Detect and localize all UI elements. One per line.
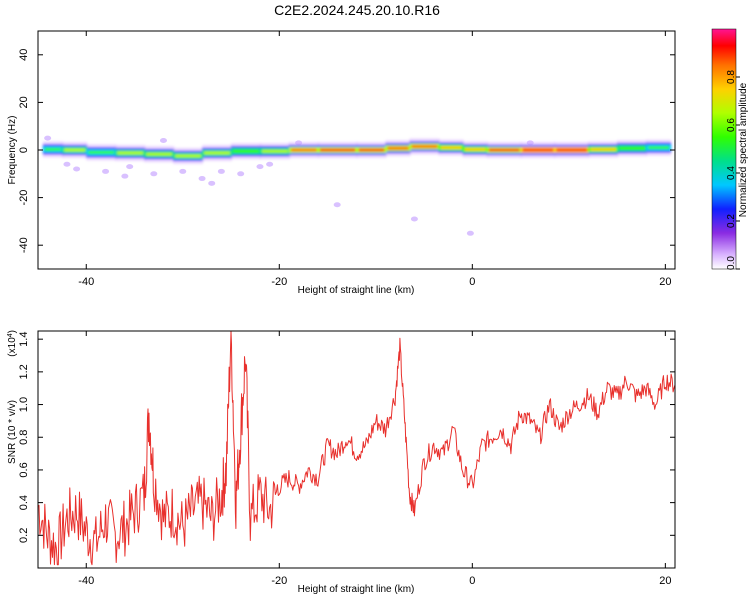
spectrogram-noise-layer (44, 135, 534, 236)
y-tick-label: 40 (18, 49, 30, 61)
colorbar-label: Normalized spectral amplitude (738, 82, 749, 217)
band-peak (464, 147, 486, 151)
figure-title: C2E2.2024.245.20.10.R16 (274, 2, 440, 18)
noise-speckle (150, 171, 158, 177)
x-tick-label: -40 (78, 276, 94, 288)
noise-speckle (410, 216, 418, 222)
y-tick-label: -20 (18, 190, 30, 206)
colorbar-tick-label: 0.2 (726, 214, 737, 228)
x-tick-label: 0 (469, 276, 475, 288)
band-peak (44, 147, 62, 151)
colorbar: 0.0 0.2 0.4 0.6 0.8 Normalized spectral ampl… (711, 28, 749, 270)
colorbar-tick-label: 0.0 (726, 256, 737, 270)
colorbar-gradient (711, 28, 737, 270)
noise-speckle (121, 173, 129, 179)
band-peak (117, 151, 144, 155)
band-peak (290, 148, 317, 152)
noise-speckle (63, 161, 71, 167)
snr-y-tick-label: 0.2 (18, 528, 30, 543)
snr-axes: -40 -20 0 20 0.2 0.4 0.6 0.8 1.0 1.2 1.4 (18, 331, 675, 587)
colorbar-ticks: 0.0 0.2 0.4 0.6 0.8 (726, 70, 740, 270)
snr-y-tick-label: 1.0 (18, 397, 30, 412)
noise-speckle (198, 176, 206, 182)
noise-speckle (44, 135, 52, 141)
spectrogram-band-layer (42, 138, 672, 164)
band-peak (387, 146, 409, 150)
noise-speckle (179, 168, 187, 174)
snr-x-tick-label: 0 (469, 575, 475, 587)
spectrogram-axes: -40 -20 0 20 -40 -20 0 20 40 (18, 31, 675, 288)
band-peak (261, 149, 288, 153)
noise-speckle (73, 166, 81, 172)
noise-speckle (237, 171, 245, 177)
snr-x-tick-label: 20 (659, 575, 671, 587)
spectrogram-x-label: Height of straight line (km) (298, 285, 415, 296)
band-peak (233, 149, 259, 153)
snr-y-tick-label: 1.2 (18, 364, 30, 379)
band-peak (64, 148, 86, 152)
snr-y-tick-label: 0.4 (18, 495, 30, 510)
snr-scale-label: (x104) (7, 330, 19, 357)
snr-series-line (38, 331, 675, 566)
snr-x-tick-label: -40 (78, 575, 94, 587)
x-tick-label: -20 (271, 276, 287, 288)
noise-speckle (217, 168, 225, 174)
noise-speckle (126, 164, 134, 170)
snr-plot-area (38, 331, 675, 568)
noise-speckle (333, 202, 341, 208)
noise-speckle (159, 137, 167, 143)
colorbar-tick-label: 0.6 (726, 118, 737, 132)
noise-speckle (208, 180, 216, 186)
band-peak (556, 148, 588, 152)
snr-y-tick-label: 1.4 (18, 332, 30, 347)
snr-y-tick-label: 0.8 (18, 430, 30, 445)
band-peak (358, 148, 385, 152)
snr-scale-exp: 4 (7, 333, 14, 337)
y-tick-label: 0 (18, 147, 30, 153)
band-peak (411, 144, 438, 148)
band-peak (175, 154, 202, 158)
band-peak (88, 150, 115, 154)
snr-panel: -40 -20 0 20 0.2 0.4 0.6 0.8 1.0 1.2 1.4 Height of… (7, 330, 676, 595)
band-peak (648, 146, 670, 150)
x-tick-label: 20 (659, 276, 671, 288)
colorbar-tick-label: 0.8 (726, 70, 737, 84)
svg-text:(x104): (x104) (7, 330, 19, 357)
band-peak (146, 152, 173, 156)
y-tick-label: 20 (18, 96, 30, 108)
noise-speckle (266, 161, 274, 167)
noise-speckle (102, 168, 110, 174)
band-peak (319, 148, 356, 152)
snr-x-tick-label: -20 (271, 575, 287, 587)
band-peak (522, 148, 554, 152)
snr-scale-close: ) (7, 330, 18, 333)
band-peak (590, 147, 617, 151)
band-peak (440, 146, 462, 150)
band-peak (204, 151, 231, 155)
y-tick-label: -40 (18, 237, 30, 253)
snr-frame (37, 330, 676, 569)
band-peak (488, 148, 520, 152)
noise-speckle (256, 164, 264, 170)
snr-y-tick-label: 0.6 (18, 462, 30, 477)
snr-x-label: Height of straight line (km) (298, 584, 415, 595)
colorbar-tick-label: 0.4 (726, 166, 737, 180)
snr-y-label: SNR (10 * v/v) (7, 400, 18, 464)
spectrogram-y-label: Frequency (Hz) (7, 116, 18, 185)
spectrogram-panel: -40 -20 0 20 -40 -20 0 20 40 Height of straight … (7, 30, 676, 296)
band-peak (619, 146, 646, 150)
noise-speckle (466, 230, 474, 236)
snr-scale-base: (x10 (7, 337, 18, 357)
